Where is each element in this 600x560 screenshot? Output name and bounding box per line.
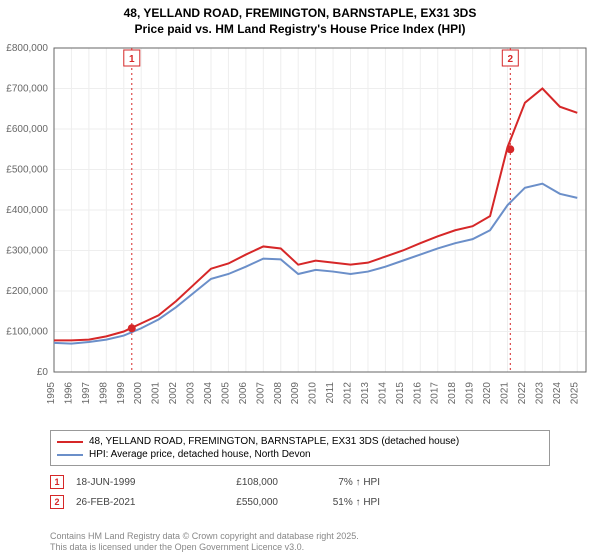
sale-details: 1 18-JUN-1999 £108,000 7% ↑ HPI 2 26-FEB-2021… [50, 472, 550, 512]
svg-text:2015: 2015 [395, 382, 406, 405]
svg-text:2009: 2009 [290, 382, 301, 405]
legend-label: HPI: Average price, detached house, Nort… [89, 449, 311, 460]
chart-title: 48, YELLAND ROAD, FREMINGTON, BARNSTAPLE… [0, 0, 600, 37]
svg-text:£800,000: £800,000 [6, 43, 48, 54]
svg-text:2007: 2007 [255, 382, 266, 405]
svg-text:2016: 2016 [412, 382, 423, 405]
svg-text:2008: 2008 [273, 382, 284, 405]
svg-text:2006: 2006 [238, 382, 249, 405]
svg-text:£300,000: £300,000 [6, 246, 48, 257]
chart-svg: £0 £100,000 £200,000 £300,000 £400,000 £500,0… [0, 42, 600, 422]
title-line1: 48, YELLAND ROAD, FREMINGTON, BARNSTAPLE… [0, 6, 600, 22]
svg-text:2011: 2011 [325, 382, 336, 404]
sale-marker-badge: 2 [50, 495, 64, 509]
svg-text:2010: 2010 [308, 382, 319, 405]
legend: 48, YELLAND ROAD, FREMINGTON, BARNSTAPLE… [50, 430, 550, 466]
svg-text:1: 1 [129, 54, 135, 65]
svg-text:£600,000: £600,000 [6, 124, 48, 135]
svg-text:1999: 1999 [116, 382, 127, 405]
svg-text:2023: 2023 [534, 382, 545, 405]
svg-text:1996: 1996 [63, 382, 74, 405]
footer-line2: This data is licensed under the Open Gov… [50, 542, 359, 554]
sale-row: 1 18-JUN-1999 £108,000 7% ↑ HPI [50, 472, 550, 492]
sale-marker-badge: 1 [50, 475, 64, 489]
legend-label: 48, YELLAND ROAD, FREMINGTON, BARNSTAPLE… [89, 436, 459, 447]
svg-text:£700,000: £700,000 [6, 84, 48, 95]
footer-attribution: Contains HM Land Registry data © Crown c… [50, 531, 359, 554]
legend-swatch [57, 441, 83, 443]
sale-date: 26-FEB-2021 [76, 497, 186, 508]
svg-text:2022: 2022 [517, 382, 528, 405]
svg-text:£500,000: £500,000 [6, 165, 48, 176]
svg-text:2019: 2019 [465, 382, 476, 405]
sale-price: £108,000 [198, 477, 278, 488]
svg-text:2017: 2017 [430, 382, 441, 405]
sale-date: 18-JUN-1999 [76, 477, 186, 488]
sale-delta: 51% ↑ HPI [290, 497, 380, 508]
svg-text:2024: 2024 [552, 382, 563, 405]
svg-text:2003: 2003 [186, 382, 197, 405]
svg-text:2: 2 [508, 54, 514, 65]
svg-text:£200,000: £200,000 [6, 286, 48, 297]
footer-line1: Contains HM Land Registry data © Crown c… [50, 531, 359, 543]
legend-swatch [57, 454, 83, 456]
svg-text:2012: 2012 [343, 382, 354, 405]
svg-text:2025: 2025 [569, 382, 580, 405]
svg-text:1995: 1995 [46, 382, 57, 405]
svg-text:2005: 2005 [220, 382, 231, 405]
svg-text:2004: 2004 [203, 382, 214, 405]
svg-text:2014: 2014 [377, 382, 388, 405]
svg-text:1997: 1997 [81, 382, 92, 405]
legend-item: HPI: Average price, detached house, Nort… [57, 448, 543, 461]
svg-text:£0: £0 [37, 367, 49, 378]
sale-row: 2 26-FEB-2021 £550,000 51% ↑ HPI [50, 492, 550, 512]
svg-text:2013: 2013 [360, 382, 371, 405]
svg-text:£100,000: £100,000 [6, 327, 48, 338]
sale-delta: 7% ↑ HPI [290, 477, 380, 488]
svg-text:2020: 2020 [482, 382, 493, 405]
svg-text:£400,000: £400,000 [6, 205, 48, 216]
svg-text:2018: 2018 [447, 382, 458, 405]
svg-text:1998: 1998 [98, 382, 109, 405]
svg-text:2021: 2021 [500, 382, 511, 405]
svg-text:2000: 2000 [133, 382, 144, 405]
legend-item: 48, YELLAND ROAD, FREMINGTON, BARNSTAPLE… [57, 435, 543, 448]
svg-text:2002: 2002 [168, 382, 179, 405]
svg-text:2001: 2001 [151, 382, 162, 405]
chart-area: £0 £100,000 £200,000 £300,000 £400,000 £500,0… [0, 42, 600, 422]
title-line2: Price paid vs. HM Land Registry's House … [0, 22, 600, 38]
sale-price: £550,000 [198, 497, 278, 508]
